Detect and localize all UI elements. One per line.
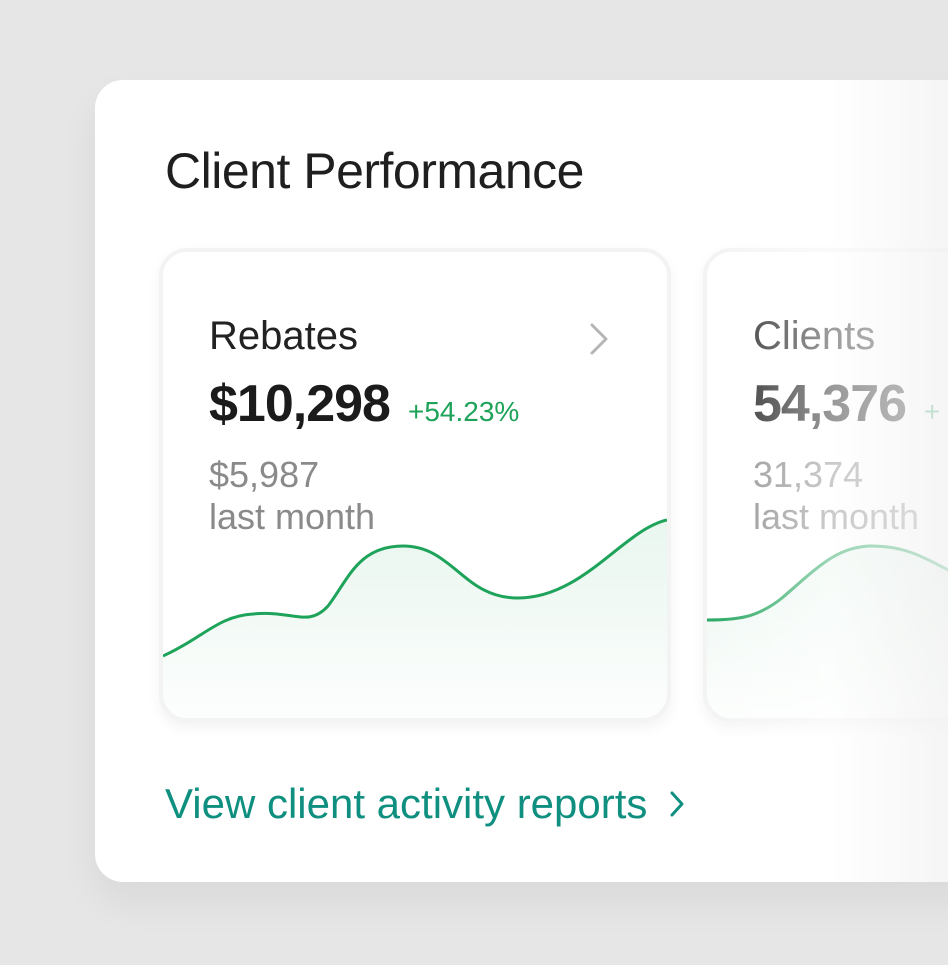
change-badge: +54.23% <box>407 396 520 427</box>
panel-title: Client Performance <box>165 143 584 199</box>
rebates-sparkline <box>163 518 667 718</box>
view-reports-label: View client activity reports <box>165 780 648 827</box>
chevron-right-icon[interactable] <box>589 322 609 356</box>
card-label: Clients <box>753 314 876 358</box>
chevron-right-icon <box>670 791 684 817</box>
value-row: 54,376 + <box>753 374 940 434</box>
clients-card[interactable]: Clients 54,376 + 31,374 last month <box>703 248 948 722</box>
clients-sparkline <box>707 544 948 718</box>
card-value: $10,298 <box>209 375 391 433</box>
previous-caption: last month <box>209 496 376 537</box>
previous-value: $5,987 <box>209 454 320 495</box>
value-row: $10,298 +54.23% <box>209 374 519 434</box>
rebates-card[interactable]: Rebates $10,298 +54.23% $5,987 last mont… <box>159 248 671 722</box>
card-value: 54,376 <box>753 375 907 433</box>
client-performance-panel: Client Performance Rebates $10,298 +54.2… <box>95 80 948 882</box>
card-label: Rebates <box>209 314 358 358</box>
change-badge: + <box>924 396 941 427</box>
view-reports-link[interactable]: View client activity reports <box>165 780 685 828</box>
previous-value: 31,374 <box>753 454 864 495</box>
